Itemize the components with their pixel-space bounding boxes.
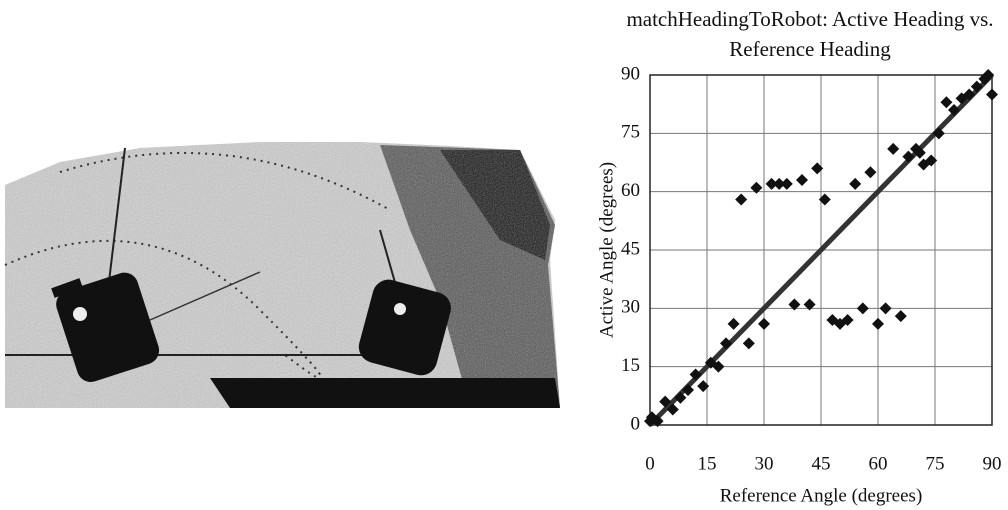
point: [925, 154, 938, 167]
point: [788, 298, 801, 311]
point: [982, 69, 995, 81]
point: [864, 166, 877, 179]
y-tick-label: 30: [621, 297, 640, 318]
y-tick-label: 45: [621, 238, 640, 259]
point: [811, 162, 824, 175]
point: [948, 104, 960, 116]
point: [720, 337, 732, 350]
point: [841, 314, 854, 326]
point: [913, 146, 926, 159]
chart: Active Angle (degrees) Reference Angle (…: [596, 63, 1001, 506]
x-tick-label: 45: [812, 453, 831, 474]
photo: [4, 142, 560, 408]
x-tick-label: 90: [983, 453, 1002, 474]
point: [796, 174, 808, 186]
point: [986, 88, 998, 101]
y-tick-label: 0: [631, 413, 641, 434]
y-tick-label: 90: [621, 63, 640, 84]
chart-title: matchHeadingToRobot: Active Heading vs. …: [626, 7, 994, 61]
x-tick-label: 60: [869, 453, 888, 474]
x-axis-label: Reference Angle (degrees): [720, 485, 923, 506]
point: [735, 193, 748, 206]
point: [727, 317, 740, 330]
x-tick-label: 0: [645, 453, 655, 474]
point: [887, 142, 900, 155]
y-axis-label: Active Angle (degrees): [596, 162, 617, 338]
point: [674, 391, 687, 404]
point: [970, 80, 983, 93]
point: [697, 380, 710, 393]
point: [780, 177, 793, 190]
point: [879, 302, 892, 315]
x-tick-label: 15: [698, 453, 717, 474]
point: [963, 88, 976, 101]
y-tick-label: 15: [621, 355, 640, 376]
point: [872, 317, 884, 330]
point: [940, 96, 953, 109]
point: [689, 368, 702, 381]
point: [894, 310, 907, 323]
point: [758, 317, 770, 330]
point: [742, 337, 755, 350]
point: [902, 150, 915, 163]
x-tick-label: 75: [926, 453, 945, 474]
point: [666, 403, 679, 416]
point: [932, 127, 945, 140]
point: [659, 395, 672, 408]
y-tick-label: 60: [621, 180, 640, 201]
point: [818, 193, 831, 206]
point: [765, 177, 778, 190]
plot-frame: [649, 74, 993, 426]
point: [712, 360, 725, 373]
point: [750, 181, 763, 194]
point: [651, 415, 664, 428]
y-tick-label: 75: [621, 122, 640, 143]
point: [856, 302, 869, 315]
point: [682, 384, 694, 396]
point: [803, 298, 816, 311]
point: [849, 177, 862, 190]
x-tick-label: 30: [755, 453, 774, 474]
point: [773, 177, 786, 190]
